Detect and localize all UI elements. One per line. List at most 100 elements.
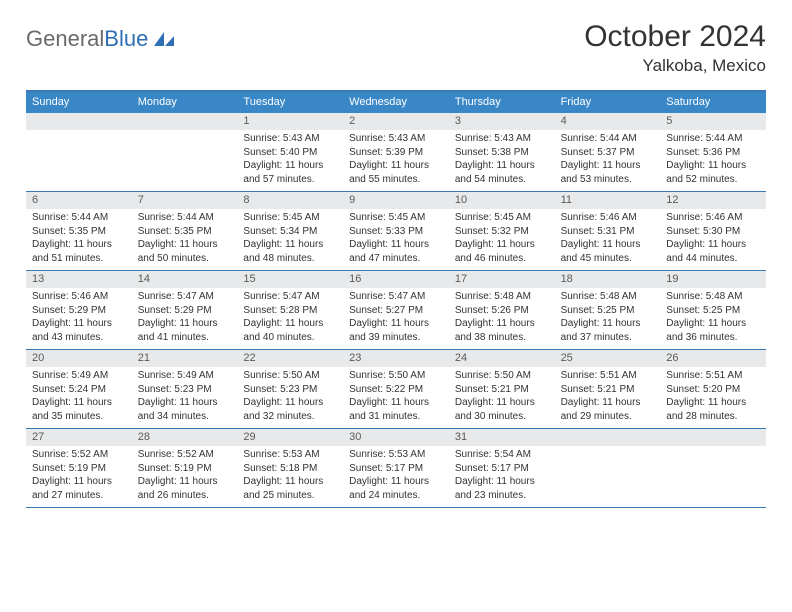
daylight-line: and 25 minutes. — [237, 489, 343, 503]
sunrise-line: Sunrise: 5:52 AM — [132, 448, 238, 462]
day-number: 4 — [555, 113, 661, 130]
daylight-line: Daylight: 11 hours — [132, 238, 238, 252]
day-number: 10 — [449, 192, 555, 209]
sunset-line: Sunset: 5:25 PM — [660, 304, 766, 318]
daylight-line: Daylight: 11 hours — [26, 238, 132, 252]
sunset-line: Sunset: 5:32 PM — [449, 225, 555, 239]
sunrise-line: Sunrise: 5:44 AM — [26, 211, 132, 225]
daylight-line: and 30 minutes. — [449, 410, 555, 424]
calendar-cell: 28Sunrise: 5:52 AMSunset: 5:19 PMDayligh… — [132, 429, 238, 507]
calendar-cell: 5Sunrise: 5:44 AMSunset: 5:36 PMDaylight… — [660, 113, 766, 191]
sunset-line: Sunset: 5:39 PM — [343, 146, 449, 160]
daylight-line: Daylight: 11 hours — [26, 475, 132, 489]
sunset-line: Sunset: 5:25 PM — [555, 304, 661, 318]
daylight-line: Daylight: 11 hours — [237, 159, 343, 173]
sunrise-line: Sunrise: 5:45 AM — [343, 211, 449, 225]
week-row: 27Sunrise: 5:52 AMSunset: 5:19 PMDayligh… — [26, 429, 766, 508]
calendar-cell: 25Sunrise: 5:51 AMSunset: 5:21 PMDayligh… — [555, 350, 661, 428]
day-number: 24 — [449, 350, 555, 367]
daylight-line: and 48 minutes. — [237, 252, 343, 266]
dayname: Saturday — [660, 92, 766, 113]
daylight-line: Daylight: 11 hours — [660, 396, 766, 410]
sunset-line: Sunset: 5:35 PM — [132, 225, 238, 239]
sunset-line: Sunset: 5:37 PM — [555, 146, 661, 160]
daylight-line: and 46 minutes. — [449, 252, 555, 266]
daylight-line: and 39 minutes. — [343, 331, 449, 345]
daylight-line: and 54 minutes. — [449, 173, 555, 187]
sunrise-line: Sunrise: 5:53 AM — [237, 448, 343, 462]
header: GeneralBlue October 2024 Yalkoba, Mexico — [26, 20, 766, 76]
calendar-cell: 18 Sunrise: 5:48 AMSunset: 5:25 PMDayligh… — [555, 271, 661, 349]
calendar-cell — [555, 429, 661, 507]
dayname: Thursday — [449, 92, 555, 113]
sunset-line: Sunset: 5:36 PM — [660, 146, 766, 160]
dayname: Friday — [555, 92, 661, 113]
logo-sail-icon — [152, 30, 176, 48]
sunset-line: Sunset: 5:21 PM — [555, 383, 661, 397]
calendar-cell: 15Sunrise: 5:47 AMSunset: 5:28 PMDayligh… — [237, 271, 343, 349]
daylight-line: Daylight: 11 hours — [555, 317, 661, 331]
sunrise-line: Sunrise: 5:51 AM — [660, 369, 766, 383]
day-number: 23 — [343, 350, 449, 367]
daylight-line: and 35 minutes. — [26, 410, 132, 424]
daylight-line: Daylight: 11 hours — [237, 396, 343, 410]
dayname-row: Sunday Monday Tuesday Wednesday Thursday… — [26, 92, 766, 113]
daylight-line: and 47 minutes. — [343, 252, 449, 266]
day-number: 14 — [132, 271, 238, 288]
sunset-line: Sunset: 5:34 PM — [237, 225, 343, 239]
daylight-line: Daylight: 11 hours — [26, 396, 132, 410]
logo-text-general: General — [26, 26, 104, 52]
day-number: 15 — [237, 271, 343, 288]
daylight-line: Daylight: 11 hours — [555, 159, 661, 173]
calendar-cell: 22Sunrise: 5:50 AMSunset: 5:23 PMDayligh… — [237, 350, 343, 428]
calendar-cell: 16Sunrise: 5:47 AMSunset: 5:27 PMDayligh… — [343, 271, 449, 349]
daylight-line: and 52 minutes. — [660, 173, 766, 187]
calendar-cell: 19Sunrise: 5:48 AMSunset: 5:25 PMDayligh… — [660, 271, 766, 349]
dayname: Tuesday — [237, 92, 343, 113]
sunset-line: Sunset: 5:29 PM — [26, 304, 132, 318]
daylight-line: Daylight: 11 hours — [449, 475, 555, 489]
daylight-line: and 28 minutes. — [660, 410, 766, 424]
day-number-empty — [660, 429, 766, 446]
daylight-line: and 38 minutes. — [449, 331, 555, 345]
daylight-line: Daylight: 11 hours — [660, 159, 766, 173]
daylight-line: and 43 minutes. — [26, 331, 132, 345]
calendar-cell: 1Sunrise: 5:43 AMSunset: 5:40 PMDaylight… — [237, 113, 343, 191]
calendar-cell: 7Sunrise: 5:44 AMSunset: 5:35 PMDaylight… — [132, 192, 238, 270]
sunset-line: Sunset: 5:22 PM — [343, 383, 449, 397]
weeks-container: 1Sunrise: 5:43 AMSunset: 5:40 PMDaylight… — [26, 113, 766, 508]
sunset-line: Sunset: 5:21 PM — [449, 383, 555, 397]
daylight-line: Daylight: 11 hours — [132, 317, 238, 331]
daylight-line: Daylight: 11 hours — [449, 159, 555, 173]
day-number: 28 — [132, 429, 238, 446]
sunrise-line: Sunrise: 5:53 AM — [343, 448, 449, 462]
day-number: 17 — [449, 271, 555, 288]
day-number: 22 — [237, 350, 343, 367]
daylight-line: and 44 minutes. — [660, 252, 766, 266]
day-number: 6 — [26, 192, 132, 209]
week-row: 1Sunrise: 5:43 AMSunset: 5:40 PMDaylight… — [26, 113, 766, 192]
sunset-line: Sunset: 5:40 PM — [237, 146, 343, 160]
calendar-cell: 2Sunrise: 5:43 AMSunset: 5:39 PMDaylight… — [343, 113, 449, 191]
day-number: 5 — [660, 113, 766, 130]
sunrise-line: Sunrise: 5:54 AM — [449, 448, 555, 462]
sunrise-line: Sunrise: 5:48 AM — [555, 290, 661, 304]
week-row: 20Sunrise: 5:49 AMSunset: 5:24 PMDayligh… — [26, 350, 766, 429]
calendar-cell: 12Sunrise: 5:46 AMSunset: 5:30 PMDayligh… — [660, 192, 766, 270]
sunrise-line: Sunrise: 5:44 AM — [555, 132, 661, 146]
daylight-line: Daylight: 11 hours — [660, 317, 766, 331]
calendar-cell: 8Sunrise: 5:45 AMSunset: 5:34 PMDaylight… — [237, 192, 343, 270]
calendar-cell: 13Sunrise: 5:46 AMSunset: 5:29 PMDayligh… — [26, 271, 132, 349]
week-row: 13Sunrise: 5:46 AMSunset: 5:29 PMDayligh… — [26, 271, 766, 350]
sunrise-line: Sunrise: 5:47 AM — [343, 290, 449, 304]
day-number: 2 — [343, 113, 449, 130]
day-number: 18 — [555, 271, 661, 288]
day-number: 29 — [237, 429, 343, 446]
sunrise-line: Sunrise: 5:52 AM — [26, 448, 132, 462]
daylight-line: and 57 minutes. — [237, 173, 343, 187]
daylight-line: Daylight: 11 hours — [237, 238, 343, 252]
daylight-line: and 31 minutes. — [343, 410, 449, 424]
daylight-line: and 55 minutes. — [343, 173, 449, 187]
day-number: 27 — [26, 429, 132, 446]
daylight-line: and 40 minutes. — [237, 331, 343, 345]
